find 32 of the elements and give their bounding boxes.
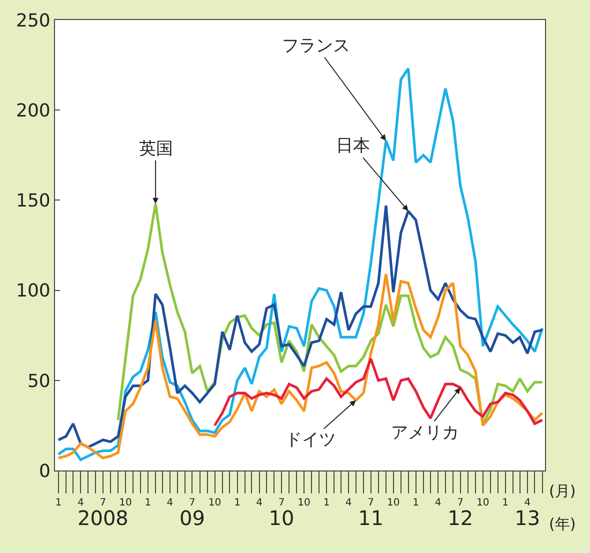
text: 日本: [336, 136, 370, 156]
x-tick-label: 4: [434, 498, 442, 509]
y-tick-label: 100: [16, 280, 50, 302]
x-tick-label: 1: [55, 498, 62, 509]
x-tick-label: 10: [386, 498, 400, 509]
x-tick-label: 7: [278, 498, 285, 509]
series-label: ドイツ: [285, 430, 336, 450]
line-series: [57, 67, 544, 462]
x-tick-label: 1: [323, 498, 330, 509]
y-tick-label: 150: [16, 190, 50, 212]
x-axis-title: (月): [549, 482, 576, 500]
x-tick-label: 1: [502, 498, 509, 509]
x-tick-label: 4: [345, 498, 352, 509]
text: フランス: [282, 36, 350, 56]
y-tick-label: 0: [38, 460, 50, 482]
x-tick-label: 4: [256, 498, 262, 509]
y-tick-label: 200: [16, 100, 50, 122]
line-series: [57, 204, 544, 448]
x-tick-label: 10: [298, 498, 310, 509]
x-tick-label: 1: [412, 498, 420, 509]
x-tick-label: 10: [476, 498, 490, 509]
x-tick-label: 4: [166, 498, 174, 509]
x-tick-label: 1: [234, 498, 240, 509]
line-series: [57, 272, 544, 460]
y-tick-label: 250: [16, 10, 50, 32]
y-tick-label: 50: [27, 370, 50, 392]
text: 英国: [139, 139, 173, 159]
x-tick-label: 1: [144, 498, 152, 509]
series-label: アメリカ: [391, 423, 459, 443]
line-series: [213, 358, 544, 427]
x-tick-label: 10: [208, 498, 222, 509]
x2-axis-title: (年): [549, 515, 576, 533]
